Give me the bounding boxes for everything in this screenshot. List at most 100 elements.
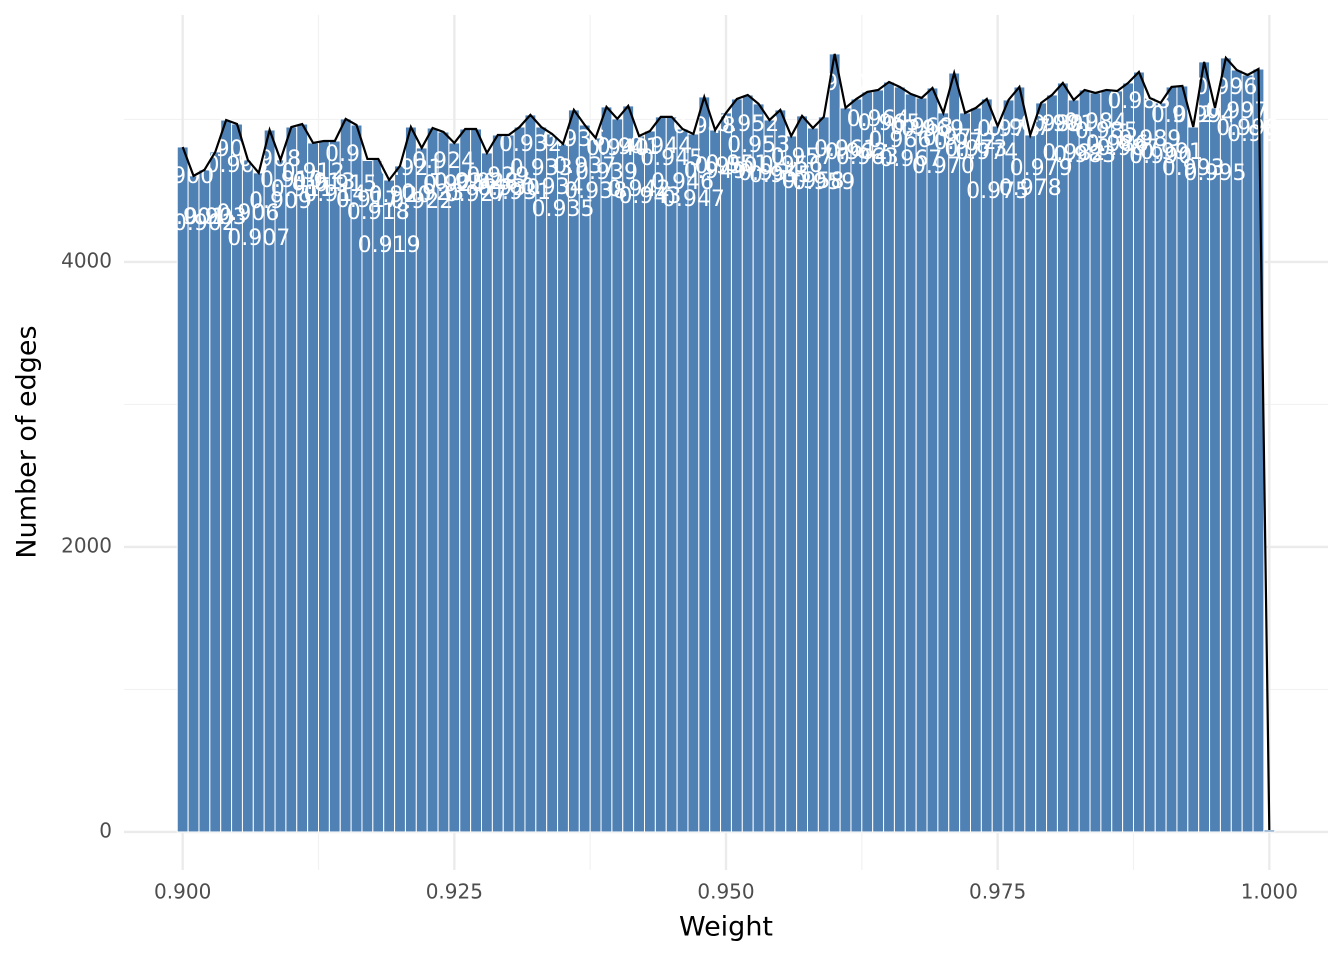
bar bbox=[1078, 89, 1091, 833]
data-label: 0.973 bbox=[944, 137, 1007, 162]
data-label: 0.962 bbox=[825, 140, 888, 165]
bar bbox=[1252, 68, 1265, 833]
data-label: 0.916 bbox=[325, 142, 388, 167]
bar bbox=[850, 98, 863, 833]
data-label: 0.992 bbox=[1151, 103, 1214, 128]
data-label: 0.956 bbox=[760, 153, 823, 178]
bar bbox=[1100, 89, 1113, 833]
y-tick-label: 2000 bbox=[61, 533, 112, 557]
data-label: 0.995 bbox=[1183, 161, 1246, 186]
data-label: 0.941 bbox=[597, 135, 660, 160]
bar bbox=[481, 152, 493, 833]
data-label: 0.938 bbox=[564, 179, 627, 204]
bar bbox=[187, 175, 200, 833]
data-label: 0.982 bbox=[1042, 141, 1105, 166]
bar bbox=[915, 97, 928, 833]
bar bbox=[1176, 85, 1189, 833]
data-label: 0.971 bbox=[923, 126, 986, 151]
data-label: 0.933 bbox=[510, 156, 573, 181]
bar bbox=[1002, 99, 1015, 833]
data-label: 0.922 bbox=[390, 189, 453, 214]
data-label: 0.937 bbox=[553, 154, 616, 179]
data-label: 0.952 bbox=[716, 112, 779, 137]
bar bbox=[1132, 71, 1145, 833]
data-label: 0.932 bbox=[499, 132, 562, 157]
bar bbox=[372, 158, 385, 833]
data-label: 0.955 bbox=[749, 163, 812, 188]
data-label: 0.961 bbox=[814, 137, 877, 162]
bar bbox=[1024, 134, 1037, 833]
data-label: 0.985 bbox=[1075, 119, 1138, 144]
bar bbox=[633, 135, 646, 833]
data-label: 0.946 bbox=[651, 170, 714, 195]
bar bbox=[176, 146, 189, 833]
data-label: 0.966 bbox=[868, 128, 931, 153]
bar bbox=[426, 127, 439, 833]
bar bbox=[774, 109, 787, 833]
bar bbox=[209, 151, 222, 833]
bar bbox=[752, 103, 765, 833]
data-label: 0.902 bbox=[173, 211, 236, 236]
data-label: 0.969 bbox=[901, 117, 964, 142]
bar bbox=[1143, 97, 1156, 833]
data-label: 0.914 bbox=[303, 182, 366, 207]
bar bbox=[730, 98, 743, 833]
x-tick-label: 0.925 bbox=[426, 880, 483, 904]
bar bbox=[1111, 90, 1124, 833]
data-label: 0.950 bbox=[695, 154, 758, 179]
data-label: 0.924 bbox=[412, 149, 475, 174]
data-label: 0.967 bbox=[879, 147, 942, 172]
data-label: 0.947 bbox=[662, 187, 725, 212]
y-axis-title: Number of edges bbox=[12, 325, 43, 558]
data-label: 0.983 bbox=[1053, 143, 1116, 168]
bar bbox=[578, 124, 591, 833]
data-label: 0.957 bbox=[771, 145, 834, 170]
data-label: 0.943 bbox=[618, 184, 681, 209]
bar bbox=[361, 158, 374, 833]
data-label: 0.989 bbox=[1118, 127, 1181, 152]
bar bbox=[687, 133, 700, 833]
data-label: 0.958 bbox=[781, 169, 844, 194]
bar bbox=[980, 98, 993, 833]
data-label: 0.990 bbox=[1129, 144, 1192, 169]
bar bbox=[1241, 74, 1254, 833]
data-label: 0.963 bbox=[836, 145, 899, 170]
data-label: 0.920 bbox=[369, 183, 432, 208]
bar bbox=[611, 118, 624, 833]
x-tick-label: 0.975 bbox=[969, 880, 1026, 904]
bar bbox=[1067, 99, 1080, 833]
bar bbox=[785, 135, 798, 833]
bar bbox=[796, 115, 808, 833]
bar bbox=[198, 169, 211, 833]
data-label: 0.926 bbox=[434, 170, 497, 195]
bar bbox=[839, 107, 852, 833]
data-label: 0.911 bbox=[271, 177, 334, 202]
lines bbox=[181, 53, 1271, 830]
bar bbox=[470, 128, 483, 833]
data-label: 0.927 bbox=[445, 182, 508, 207]
bar bbox=[535, 126, 548, 833]
x-axis-title: Weight bbox=[679, 912, 773, 943]
data-label: 0.944 bbox=[629, 134, 692, 159]
data-label: 0.953 bbox=[727, 133, 790, 158]
data-label: 0.912 bbox=[282, 160, 345, 185]
bar bbox=[1165, 86, 1178, 833]
bar bbox=[318, 140, 330, 833]
bar bbox=[665, 116, 678, 833]
bar bbox=[676, 128, 689, 833]
data-label: 0.923 bbox=[401, 181, 464, 206]
bar bbox=[622, 105, 635, 833]
data-label: 0.935 bbox=[532, 197, 595, 222]
data-label: 0.931 bbox=[488, 180, 551, 205]
bar bbox=[709, 129, 722, 833]
bar bbox=[1122, 82, 1134, 833]
bar bbox=[948, 72, 961, 833]
bar bbox=[937, 112, 950, 833]
data-label: 0.936 bbox=[542, 127, 605, 152]
data-label: 0.974 bbox=[955, 140, 1018, 165]
bar bbox=[524, 114, 537, 833]
bar bbox=[872, 89, 885, 833]
data-label: 0.954 bbox=[738, 161, 801, 186]
bar bbox=[1154, 102, 1167, 833]
data-label: 0.925 bbox=[423, 172, 486, 197]
